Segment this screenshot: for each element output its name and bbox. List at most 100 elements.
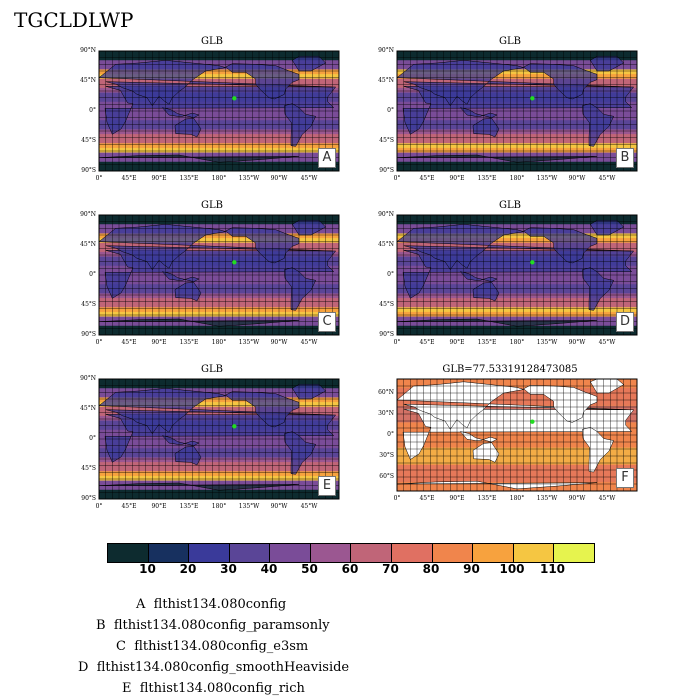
panel-letter-badge: F: [616, 468, 634, 488]
lon-tick-label: 180°: [509, 175, 525, 182]
lat-tick-label: 45°S: [81, 137, 96, 144]
lon-tick-label: 90°W: [270, 339, 288, 346]
panel-letter-badge: B: [616, 148, 634, 168]
lon-tick-label: 90°W: [270, 503, 288, 510]
lat-tick-label: 90°N: [80, 211, 96, 218]
site-marker: [530, 419, 535, 424]
lon-tick-label: 180°: [211, 503, 227, 510]
lon-tick-label: 0°: [393, 175, 401, 182]
continent-outline: [161, 107, 200, 118]
colorbar: [107, 543, 595, 563]
lon-tick-label: 135°W: [536, 175, 558, 182]
colorbar-label: 70: [382, 562, 399, 576]
lon-tick-label: 135°W: [238, 503, 260, 510]
colorbar-label: 30: [220, 562, 237, 576]
lon-tick-label: 90°E: [151, 503, 167, 510]
map-frame: [396, 50, 638, 172]
lon-tick-label: 45°W: [598, 495, 616, 502]
lat-tick-label: 45°N: [378, 77, 394, 84]
lat-tick-label: 90°N: [80, 375, 96, 382]
lat-tick-label: 0°: [89, 271, 96, 278]
lat-tick-label: 90°S: [81, 495, 96, 502]
legend-config: flthist134.080config: [153, 597, 287, 612]
panel-letter-badge: A: [318, 148, 336, 168]
continent-outline: [459, 271, 498, 282]
panel-title: GLB: [201, 364, 223, 375]
legend-letter: C: [116, 639, 126, 654]
colorbar-swatch: [432, 544, 474, 562]
lon-tick-label: 90°E: [449, 339, 465, 346]
lat-tick-label: 90°S: [81, 331, 96, 338]
lon-tick-label: 135°E: [477, 175, 497, 182]
lat-tick-label: 0°: [89, 107, 96, 114]
colorbar-swatch: [554, 544, 594, 562]
legend-config: flthist134.080config_e3sm: [134, 639, 309, 654]
lon-tick-label: 135°E: [179, 175, 199, 182]
legend-letter: E: [122, 681, 132, 696]
lon-tick-label: 90°W: [270, 175, 288, 182]
lat-tick-label: 45°N: [80, 241, 96, 248]
lon-tick-label: 135°W: [536, 495, 558, 502]
panel-title: GLB: [499, 36, 521, 47]
lat-tick-label: 30°N: [378, 410, 394, 417]
map-plot: [98, 214, 340, 336]
lat-tick-label: 0°: [387, 271, 394, 278]
lat-tick-label: 90°N: [378, 47, 394, 54]
lon-tick-label: 45°W: [598, 175, 616, 182]
colorbar-label: 10: [139, 562, 156, 576]
map-plot: [396, 214, 638, 336]
colorbar-swatch: [513, 544, 555, 562]
panel-e: GLB 90°N 45°N 0° 45°S 90°S 0° 45°E 90°E 135°E 180…: [72, 364, 352, 514]
colorbar-swatch: [310, 544, 352, 562]
legend-letter: D: [78, 660, 89, 675]
land-mask: [459, 431, 498, 443]
lat-tick-label: 45°N: [80, 405, 96, 412]
map-frame: [396, 214, 638, 336]
legend-config: flthist134.080config_paramsonly: [113, 618, 330, 633]
lon-tick-label: 180°: [509, 495, 525, 502]
lat-tick-label: 60°N: [378, 389, 394, 396]
panel-c: GLB 90°N 45°N 0° 45°S 90°S 0° 45°E 90°E 135°E 180…: [72, 200, 352, 350]
map-frame: [98, 214, 340, 336]
lon-tick-label: 180°: [509, 339, 525, 346]
lon-tick-label: 45°E: [121, 503, 137, 510]
lon-tick-label: 45°W: [300, 339, 318, 346]
lat-tick-label: 0°: [387, 107, 394, 114]
colorbar-label: 50: [301, 562, 318, 576]
lon-tick-label: 135°E: [477, 339, 497, 346]
page-title: TGCLDLWP: [14, 8, 134, 32]
lat-tick-label: 45°S: [81, 301, 96, 308]
lon-tick-label: 90°E: [151, 175, 167, 182]
lon-tick-label: 135°W: [238, 339, 260, 346]
panel-b: GLB 90°N 45°N 0° 45°S 90°S 0° 45°E 90°E 135°E 180…: [370, 36, 650, 186]
site-marker: [232, 424, 237, 429]
legend-config: flthist134.080config_smoothHeaviside: [96, 660, 350, 675]
legend-letter: A: [136, 597, 146, 612]
colorbar-swatch: [270, 544, 311, 562]
lon-tick-label: 90°E: [151, 339, 167, 346]
lon-tick-label: 0°: [393, 339, 401, 346]
site-marker: [530, 260, 535, 265]
lat-tick-label: 0°: [387, 431, 394, 438]
lat-tick-label: 90°S: [81, 167, 96, 174]
lat-tick-label: 90°S: [379, 167, 394, 174]
lon-tick-label: 45°W: [300, 503, 318, 510]
colorbar-swatch: [148, 544, 190, 562]
lat-tick-label: 45°S: [379, 137, 394, 144]
colorbar-label: 40: [260, 562, 278, 576]
lon-tick-label: 45°E: [419, 495, 435, 502]
colorbar-swatch: [392, 544, 433, 562]
panel-title: GLB: [201, 200, 223, 211]
panel-title: GLB: [499, 200, 521, 211]
legend-line-b: B flthist134.080config_paramsonly: [96, 618, 330, 633]
continent-outline: [161, 435, 200, 446]
lon-tick-label: 0°: [393, 495, 401, 502]
map-plot: [396, 50, 638, 172]
site-marker: [232, 260, 237, 265]
lon-tick-label: 0°: [95, 339, 103, 346]
colorbar-swatch: [473, 544, 514, 562]
lon-tick-label: 45°E: [419, 339, 435, 346]
lon-tick-label: 45°E: [419, 175, 435, 182]
lat-tick-label: 90°N: [80, 47, 96, 54]
lon-tick-label: 0°: [95, 503, 103, 510]
